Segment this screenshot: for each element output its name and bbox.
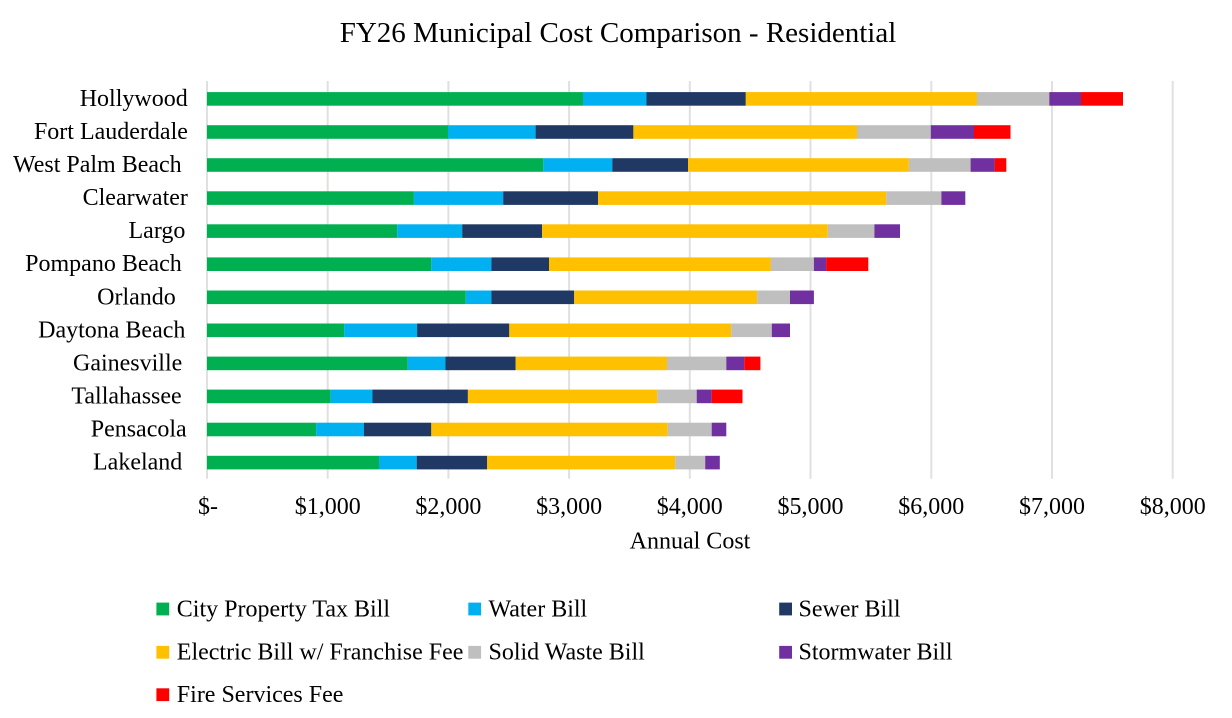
svg-text:City Property Tax Bill: City Property Tax Bill bbox=[177, 596, 391, 622]
svg-text:$3,000: $3,000 bbox=[536, 494, 602, 520]
svg-text:Water Bill: Water Bill bbox=[489, 596, 588, 622]
svg-text:Daytona Beach: Daytona Beach bbox=[38, 317, 185, 343]
svg-text:Orlando: Orlando bbox=[97, 284, 176, 310]
svg-text:$8,000: $8,000 bbox=[1140, 494, 1206, 520]
svg-text:Fire Services Fee: Fire Services Fee bbox=[177, 682, 344, 708]
svg-text:Lakeland: Lakeland bbox=[93, 450, 182, 476]
svg-text:$6,000: $6,000 bbox=[898, 494, 964, 520]
svg-text:$1,000: $1,000 bbox=[295, 494, 361, 520]
svg-text:Pensacola: Pensacola bbox=[91, 417, 187, 443]
svg-text:Hollywood: Hollywood bbox=[80, 86, 188, 112]
svg-text:Electric Bill w/ Franchise Fee: Electric Bill w/ Franchise Fee bbox=[177, 640, 464, 666]
svg-text:$4,000: $4,000 bbox=[657, 494, 723, 520]
svg-text:Sewer Bill: Sewer Bill bbox=[799, 596, 901, 622]
svg-text:$-: $- bbox=[198, 494, 218, 520]
svg-text:West Palm Beach: West Palm Beach bbox=[13, 152, 182, 178]
svg-text:Largo: Largo bbox=[129, 218, 186, 244]
svg-text:FY26 Municipal Cost Comparison: FY26 Municipal Cost Comparison - Residen… bbox=[340, 17, 897, 49]
svg-text:$7,000: $7,000 bbox=[1019, 494, 1085, 520]
svg-text:Pompano Beach: Pompano Beach bbox=[25, 251, 182, 277]
svg-text:Tallahassee: Tallahassee bbox=[71, 383, 181, 409]
svg-text:Annual Cost: Annual Cost bbox=[630, 529, 751, 555]
svg-text:$5,000: $5,000 bbox=[778, 494, 844, 520]
svg-text:Gainesville: Gainesville bbox=[73, 350, 182, 376]
svg-text:$2,000: $2,000 bbox=[415, 494, 481, 520]
svg-text:Fort Lauderdale: Fort Lauderdale bbox=[34, 119, 188, 145]
svg-text:Clearwater: Clearwater bbox=[83, 185, 188, 211]
svg-text:Stormwater Bill: Stormwater Bill bbox=[799, 640, 953, 666]
svg-text:Solid Waste Bill: Solid Waste Bill bbox=[489, 640, 646, 666]
